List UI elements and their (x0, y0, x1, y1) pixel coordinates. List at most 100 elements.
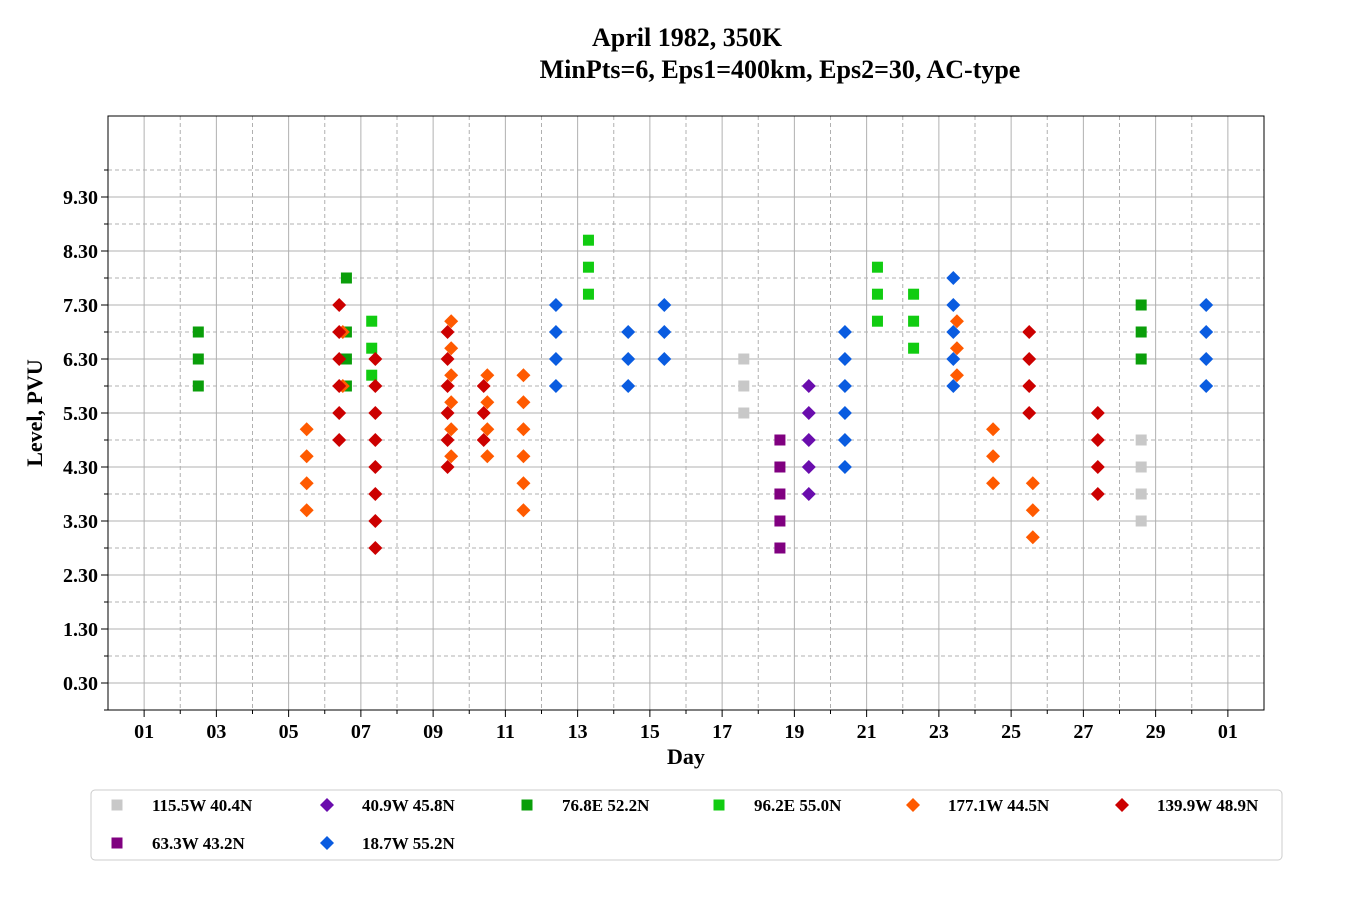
legend-label: 139.9W 48.9N (1157, 796, 1259, 815)
data-point (366, 315, 378, 327)
x-tick-label: 25 (1001, 721, 1021, 743)
grid (108, 116, 1264, 711)
data-point (908, 288, 920, 300)
legend-marker (320, 798, 334, 812)
data-point (946, 298, 961, 312)
data-point (440, 352, 455, 366)
data-point (368, 487, 383, 501)
data-point (440, 379, 455, 393)
y-tick-label: 7.30 (63, 295, 98, 317)
legend: 115.5W 40.4N 40.9W 45.8N 76.8E 52.2N 96.2E … (111, 796, 1259, 853)
data-point (480, 368, 495, 383)
x-tick-label: 01 (1218, 721, 1238, 743)
data-point (440, 433, 455, 447)
data-point (1022, 325, 1037, 339)
data-point (1135, 461, 1147, 473)
data-point (738, 407, 750, 419)
legend-marker (906, 798, 920, 812)
data-point (192, 380, 204, 392)
data-point (368, 433, 383, 447)
data-point (476, 379, 491, 393)
data-point (444, 449, 459, 464)
data-point (774, 461, 786, 473)
data-point (440, 406, 455, 420)
data-point (801, 460, 816, 474)
data-point (340, 353, 352, 365)
data-point (1022, 352, 1037, 366)
data-point (801, 433, 816, 447)
x-tick-label: 09 (423, 721, 443, 743)
data-point (340, 272, 352, 284)
data-point (986, 422, 1001, 437)
y-tick-label: 1.30 (63, 619, 98, 641)
data-point (1199, 379, 1214, 393)
data-point (332, 406, 347, 420)
data-point (949, 368, 964, 383)
data-point (444, 314, 459, 329)
data-point (986, 476, 1001, 491)
y-tick-label: 3.30 (63, 511, 98, 533)
data-point (368, 406, 383, 420)
data-point (1025, 503, 1040, 518)
data-point (908, 342, 920, 354)
data-point (368, 379, 383, 393)
data-point (837, 433, 852, 447)
data-point (1199, 352, 1214, 366)
legend-label: 18.7W 55.2N (362, 834, 455, 853)
data-point (480, 422, 495, 437)
data-point (440, 325, 455, 339)
data-point (837, 406, 852, 420)
legend-label: 115.5W 40.4N (152, 796, 253, 815)
x-tick-label: 23 (929, 721, 949, 743)
x-axis-label: Day (667, 744, 705, 769)
data-point (837, 460, 852, 474)
data-point (516, 395, 531, 410)
data-point (1022, 406, 1037, 420)
y-tick-label: 4.30 (63, 457, 98, 479)
legend-marker (320, 836, 334, 850)
y-tick-label: 5.30 (63, 403, 98, 425)
y-tick-label: 8.30 (63, 241, 98, 263)
data-point (548, 325, 563, 339)
data-point (837, 325, 852, 339)
legend-marker (1115, 798, 1129, 812)
data-point (548, 352, 563, 366)
data-point (986, 449, 1001, 464)
y-tick-label: 9.30 (63, 187, 98, 209)
data-point (1199, 325, 1214, 339)
x-tick-label: 13 (568, 721, 588, 743)
x-tick-label: 03 (206, 721, 226, 743)
data-point (657, 352, 672, 366)
data-point (657, 325, 672, 339)
x-tick-label: 21 (857, 721, 877, 743)
data-point (871, 261, 883, 273)
data-point (440, 460, 455, 474)
data-point (548, 298, 563, 312)
data-point (908, 315, 920, 327)
y-tick-label: 0.30 (63, 673, 98, 695)
x-tick-label: 01 (134, 721, 154, 743)
data-point (582, 234, 594, 246)
y-tick-label: 2.30 (63, 565, 98, 587)
data-point (774, 542, 786, 554)
x-tick-label: 15 (640, 721, 660, 743)
data-point (516, 476, 531, 491)
data-point (1199, 298, 1214, 312)
x-tick-label: 11 (496, 721, 515, 743)
legend-label: 63.3W 43.2N (152, 834, 245, 853)
data-point (332, 298, 347, 312)
data-point (516, 368, 531, 383)
data-point (582, 288, 594, 300)
chart-title: April 1982, 350K (592, 23, 783, 52)
data-point (946, 352, 961, 366)
data-point (444, 395, 459, 410)
data-point (621, 352, 636, 366)
data-point (516, 449, 531, 464)
data-point (1090, 460, 1105, 474)
data-point (1025, 476, 1040, 491)
data-point (774, 434, 786, 446)
data-points (192, 234, 1214, 555)
data-point (738, 380, 750, 392)
chart-subtitle: MinPts=6, Eps1=400km, Eps2=30, AC-type (540, 55, 1021, 84)
